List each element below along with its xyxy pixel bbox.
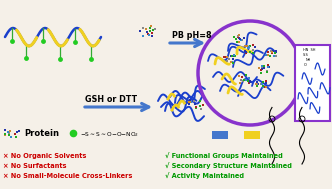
FancyBboxPatch shape (212, 131, 228, 139)
Text: × No Organic Solvents: × No Organic Solvents (3, 153, 86, 159)
Text: √ Secondary Structure Maintained: √ Secondary Structure Maintained (165, 163, 292, 170)
Text: PB pH=8: PB pH=8 (172, 31, 211, 40)
Text: $-$S$\sim$S$\sim$O$-$O$-$NO$_2$: $-$S$\sim$S$\sim$O$-$O$-$NO$_2$ (80, 131, 139, 139)
Text: HN  SH: HN SH (303, 48, 315, 52)
Text: × No Surfactants: × No Surfactants (3, 163, 66, 169)
Text: Protein: Protein (24, 129, 59, 138)
Text: NH: NH (306, 58, 311, 62)
Text: √ Activity Maintained: √ Activity Maintained (165, 173, 244, 180)
Text: GSH or DTT: GSH or DTT (85, 95, 137, 104)
Text: × No Small-Molecule Cross-Linkers: × No Small-Molecule Cross-Linkers (3, 173, 132, 179)
FancyBboxPatch shape (295, 45, 330, 121)
FancyBboxPatch shape (244, 131, 260, 139)
Text: √ Functional Groups Maintained: √ Functional Groups Maintained (165, 153, 283, 160)
Text: S-S: S-S (303, 53, 309, 57)
Text: O: O (304, 63, 307, 67)
